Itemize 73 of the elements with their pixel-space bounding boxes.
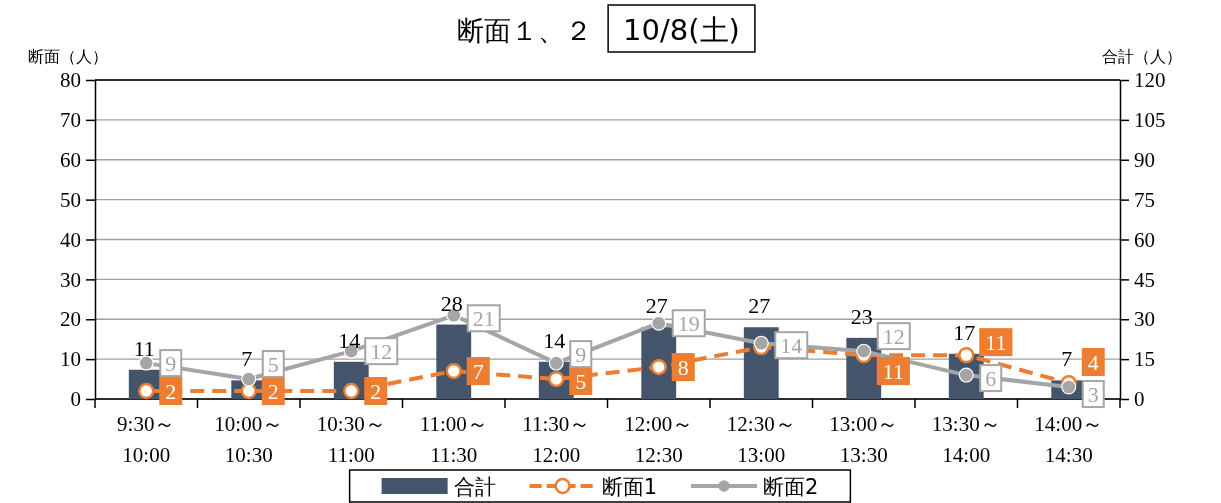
y2-tick-label: 90 [1134,147,1155,172]
data-label: 27 [645,293,668,319]
y2-tick-label: 30 [1134,307,1155,332]
data-label: 23 [850,303,873,329]
data-label: 3 [1087,382,1099,408]
data-label: 7 [1061,346,1073,372]
data-label: 21 [472,306,495,332]
legend-label: 断面2 [763,475,819,499]
data-label: 11 [882,359,904,385]
point [343,382,360,400]
data-label: 14 [780,333,803,359]
data-label: 17 [953,319,976,345]
y2-axis-title: 合計（人） [1102,47,1182,66]
data-label: 8 [677,355,689,381]
y2-tick-label: 120 [1134,68,1166,93]
point [138,355,154,371]
data-label: 5 [267,352,279,378]
data-label: 11 [985,330,1007,356]
legend-label: 断面1 [601,475,657,499]
x-tick-label: 11:30～ 12:00 [522,412,591,467]
x-tick-label: 10:00～ 10:30 [214,412,284,467]
data-label: 14 [543,327,566,353]
data-label: 5 [575,369,587,395]
data-label: 12 [370,339,393,365]
data-label: 11 [133,335,155,361]
legend-label: 合計 [453,475,496,499]
y2-tick-label: 0 [1134,387,1145,412]
y2-tick-label: 105 [1134,108,1166,133]
point [958,346,975,364]
data-label: 19 [677,311,700,337]
point [445,362,462,380]
data-label: 9 [165,351,177,377]
point [753,335,769,351]
y2-tick-label: 15 [1134,347,1155,372]
data-label: 7 [472,359,484,385]
x-tick-label: 9:30～ 10:00 [117,412,176,467]
y-tick-label: 80 [60,68,81,93]
y-tick-label: 10 [60,347,81,372]
y-tick-label: 50 [60,187,81,212]
y-tick-label: 0 [70,387,81,412]
data-label: 2 [370,379,382,405]
y2-tick-label: 75 [1134,187,1155,212]
y-tick-label: 20 [60,307,81,332]
chart-subtitle: 10/8(土) [623,13,740,47]
data-label: 12 [882,324,905,350]
y-tick-label: 40 [60,227,81,252]
y2-tick-label: 60 [1134,227,1155,252]
x-tick-label: 14:00～ 14:30 [1034,412,1104,467]
x-tick-label: 11:00～ 11:30 [419,412,488,467]
point [241,371,257,387]
point [548,355,564,371]
x-tick-label: 13:00～ 13:30 [829,412,899,467]
point [651,315,667,331]
data-label: 2 [267,379,279,405]
y2-tick-label: 45 [1134,267,1155,292]
data-label: 7 [241,346,253,372]
data-label: 4 [1087,350,1099,376]
x-tick-label: 10:30～ 11:00 [316,412,386,467]
y-tick-label: 30 [60,267,81,292]
y-axis-title: 断面（人） [28,47,108,66]
point [856,343,872,359]
chart-title: 断面１、２ [457,15,593,46]
data-label: 14 [338,327,361,353]
x-tick-label: 12:30～ 13:00 [726,412,796,467]
y-tick-label: 60 [60,147,81,172]
data-label: 27 [748,293,771,319]
data-label: 9 [575,342,587,368]
y-tick-label: 70 [60,108,81,133]
data-label: 2 [165,379,177,405]
x-tick-label: 13:30～ 14:00 [931,412,1001,467]
x-tick-label: 12:00～ 12:30 [624,412,694,467]
data-label: 28 [440,290,463,316]
data-label: 6 [985,366,997,392]
